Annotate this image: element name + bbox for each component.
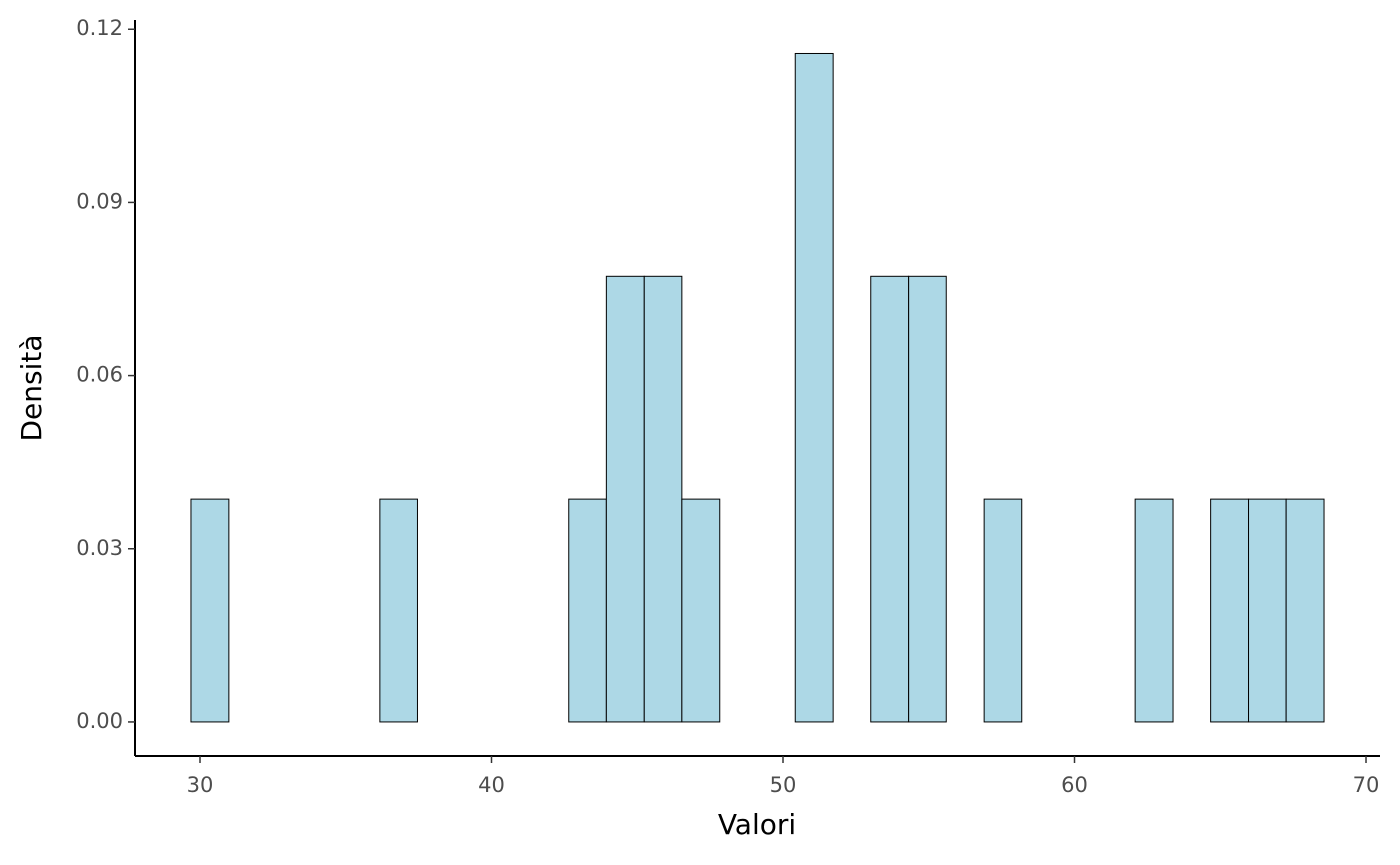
x-axis-title: Valori	[718, 808, 796, 841]
histogram-bar	[681, 498, 721, 723]
histogram-bar	[870, 275, 910, 723]
x-tick-label: 70	[1353, 773, 1380, 797]
histogram-bar	[1248, 498, 1287, 723]
y-axis-title: Densità	[15, 334, 48, 441]
y-tick-label: 0.00	[76, 709, 123, 733]
histogram-bar	[1210, 498, 1250, 723]
histogram-bar	[1134, 498, 1174, 723]
histogram-bar	[190, 498, 230, 723]
x-tick-label: 40	[478, 773, 505, 797]
x-tick-label: 60	[1061, 773, 1088, 797]
y-tick-label: 0.06	[76, 363, 123, 387]
histogram-bar	[908, 275, 947, 723]
x-tick-label: 30	[187, 773, 214, 797]
histogram-bar	[568, 498, 607, 723]
histogram-bar	[379, 498, 418, 723]
histogram-bar	[1285, 498, 1325, 723]
y-tick-label: 0.03	[76, 536, 123, 560]
histogram-bar	[643, 275, 683, 723]
histogram-bar	[794, 52, 834, 723]
histogram-bar	[605, 275, 645, 723]
y-tick-label: 0.09	[76, 189, 123, 213]
histogram-bar	[983, 498, 1023, 723]
x-tick-label: 50	[770, 773, 797, 797]
y-tick-label: 0.12	[76, 16, 123, 40]
